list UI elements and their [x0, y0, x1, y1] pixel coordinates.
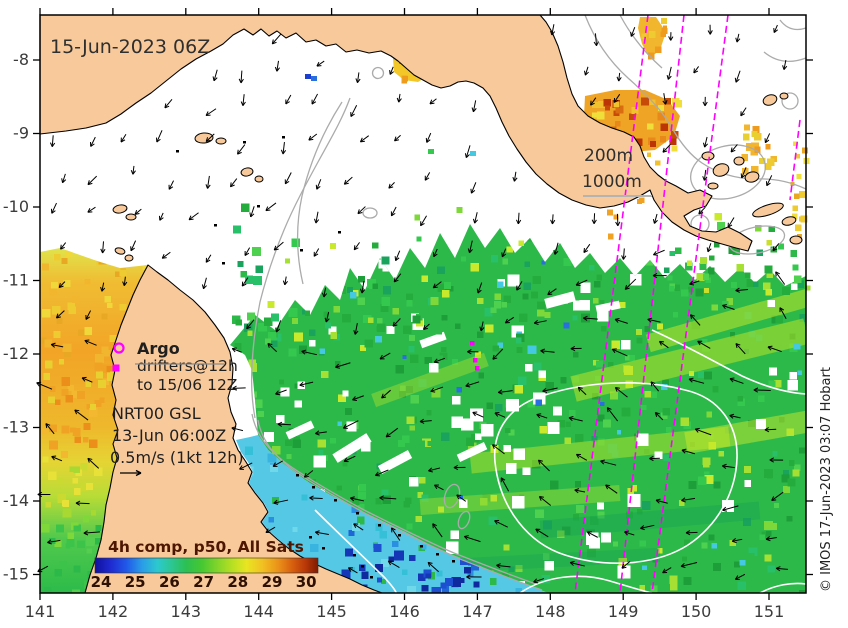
axes-frame: 141 142 143 144 145 146 147 148 149 150 151 -8 -9 -10… — [3, 8, 813, 621]
colorbar-tick-labels: 24 25 26 27 28 29 30 — [91, 573, 317, 591]
colorbar: 4h comp, p50, All Sats 24 25 26 27 28 29 30 — [91, 538, 319, 591]
colorbar-tick-label: 30 — [296, 573, 317, 591]
colorbar-tick-label: 26 — [159, 573, 180, 591]
x-tick-label: 143 — [171, 602, 202, 621]
depth-200m-label: 200m — [584, 146, 633, 166]
depth-1000m-label: 1000m — [582, 172, 642, 192]
y-tick-label: -10 — [3, 197, 29, 216]
x-tick-label: 141 — [25, 602, 56, 621]
argo-line2: to 15/06 12Z — [137, 376, 237, 394]
y-tick-label: -14 — [3, 491, 29, 510]
y-tick-label: -11 — [3, 271, 29, 290]
x-tick-label: 148 — [535, 602, 566, 621]
date-label: 15-Jun-2023 06Z — [50, 36, 210, 58]
colorbar-tick-label: 29 — [262, 573, 283, 591]
annotations-layer: 15-Jun-2023 06Z Argo drifters@12h to 15/… — [50, 36, 834, 592]
x-tick-label: 144 — [243, 602, 274, 621]
x-tick-label: 150 — [681, 602, 712, 621]
x-tick-label: 149 — [608, 602, 639, 621]
y-tick-label: -12 — [3, 344, 29, 363]
colorbar-title: 4h comp, p50, All Sats — [108, 538, 304, 556]
scale-arrow-icon — [120, 469, 142, 477]
y-tick-label: -15 — [3, 565, 29, 584]
nrt-line3: 0.5m/s (1kt 12h) — [110, 448, 244, 467]
colorbar-tick-label: 28 — [227, 573, 248, 591]
nrt-line2: 13-Jun 06:00Z — [112, 426, 226, 445]
y-tick-label: -9 — [13, 124, 29, 143]
argo-title: Argo — [137, 339, 180, 358]
x-tick-label: 151 — [754, 602, 785, 621]
x-tick-label: 145 — [316, 602, 347, 621]
colorbar-tick-label: 24 — [91, 573, 112, 591]
sea-level-contours — [314, 329, 807, 599]
y-tick-label: -8 — [13, 50, 29, 69]
x-tick-label: 147 — [462, 602, 493, 621]
colorbar-gradient-bar — [94, 557, 319, 574]
argo-line1: drifters@12h — [137, 357, 238, 375]
y-tick-label: -13 — [3, 418, 29, 437]
argo-drifter-markers — [112, 341, 480, 372]
x-tick-label: 142 — [98, 602, 129, 621]
x-tick-label: 146 — [389, 602, 420, 621]
copyright-label: © IMOS 17-Jun-2023 03:07 Hobart — [819, 367, 834, 592]
tracks-arrows-layer — [36, 14, 801, 594]
colorbar-tick-label: 27 — [193, 573, 214, 591]
nrt-line1: NRT00 GSL — [112, 404, 201, 423]
colorbar-tick-label: 25 — [125, 573, 146, 591]
